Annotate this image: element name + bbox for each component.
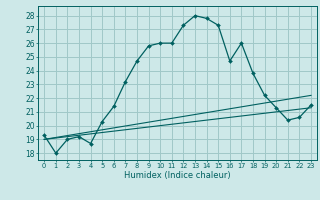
X-axis label: Humidex (Indice chaleur): Humidex (Indice chaleur) (124, 171, 231, 180)
